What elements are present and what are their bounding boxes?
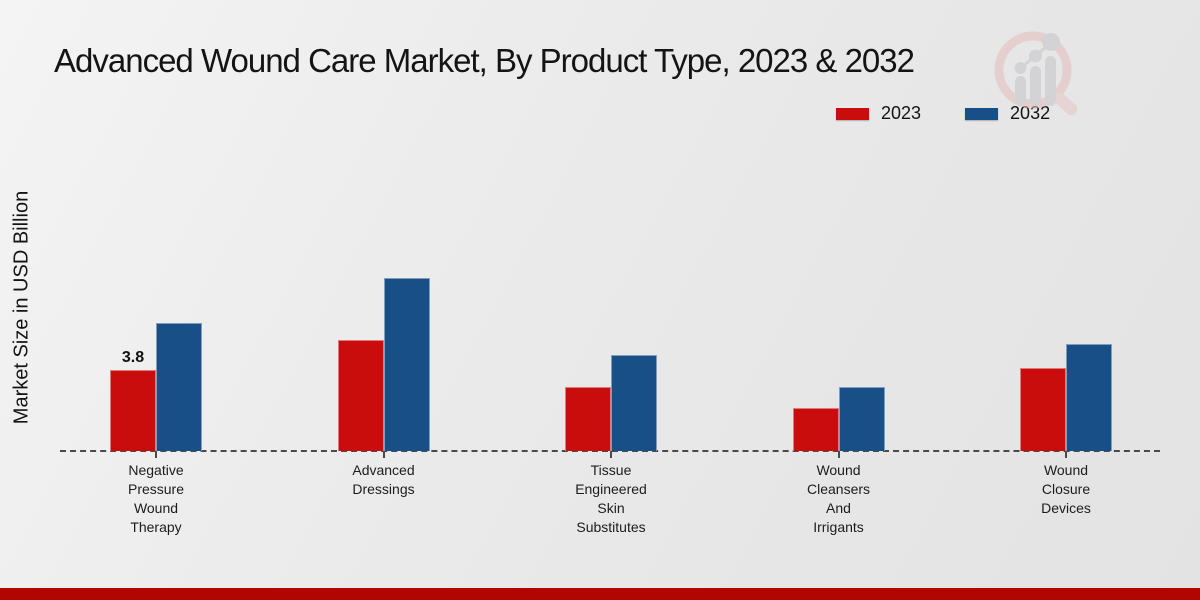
bar-2023-category-3 (792, 408, 839, 451)
bar-2023-category-0 (110, 369, 156, 451)
bar-2023-category-2 (565, 387, 611, 451)
bar-2032-category-4 (1066, 344, 1112, 451)
legend: 2023 2032 (836, 103, 1050, 124)
footer-accent-bar (0, 588, 1200, 600)
legend-item-2032: 2032 (965, 103, 1050, 124)
axis-tick (837, 451, 840, 458)
axis-tick (610, 451, 612, 458)
market-research-magnifier-logo-icon (994, 31, 1078, 116)
bar-value-label: 3.8 (121, 348, 145, 366)
category-label: Negative Pressure Wound Therapy (127, 462, 185, 535)
chart-title: Advanced Wound Care Market, By Product T… (54, 42, 915, 79)
bar-2032-category-0 (156, 323, 202, 451)
legend-label-2032: 2032 (1010, 103, 1051, 123)
legend-item-2023: 2023 (836, 103, 921, 124)
category-label: Advanced Dressings (352, 462, 415, 497)
axis-tick (382, 451, 385, 458)
category-label: Wound Cleansers And Irrigants (806, 462, 871, 535)
bar-2023-category-1 (337, 340, 384, 451)
axis-tick (155, 451, 157, 458)
legend-label-2023: 2023 (881, 103, 922, 123)
axis-tick (1065, 451, 1067, 458)
category-label: Tissue Engineered Skin Substitutes (575, 462, 647, 535)
category-label: Wound Closure Devices (1041, 462, 1091, 516)
bar-2032-category-2 (611, 355, 657, 451)
legend-swatch-2032 (965, 107, 999, 120)
bar-2023-category-4 (1020, 367, 1066, 451)
legend-swatch-2023 (836, 107, 869, 120)
bar-2032-category-3 (838, 387, 885, 451)
bar-2032-category-1 (383, 278, 430, 451)
